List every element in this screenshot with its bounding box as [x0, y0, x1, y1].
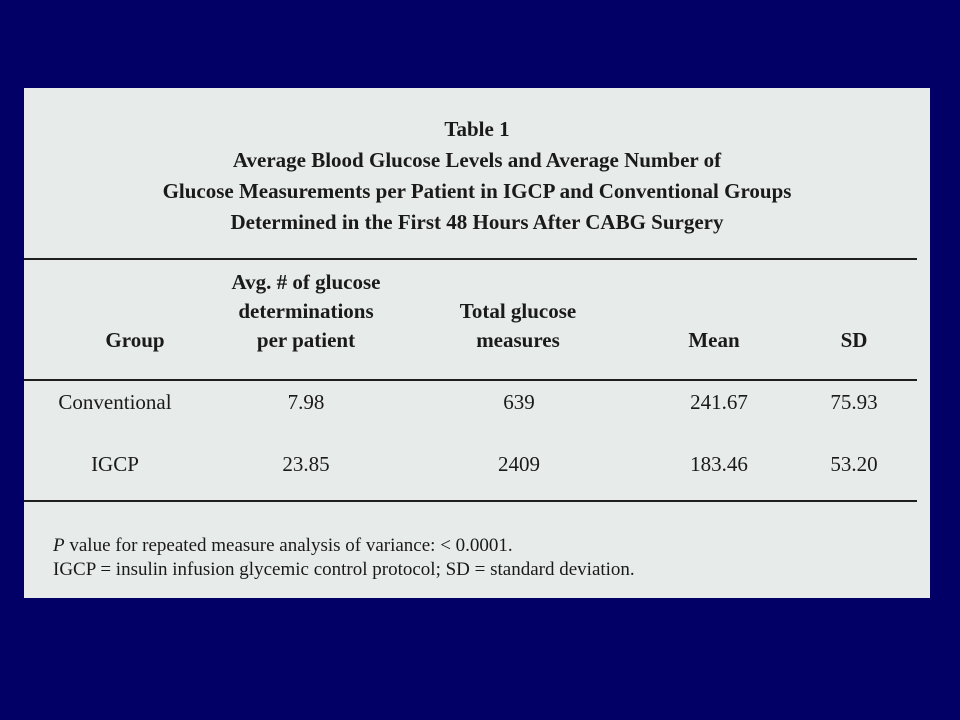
- header-avg-determinations: Avg. # of glucose determinations per pat…: [231, 270, 381, 352]
- table-cell-group: IGCP: [91, 452, 139, 476]
- title-line: Average Blood Glucose Levels and Average…: [232, 148, 722, 172]
- rule-bottom: [24, 500, 917, 502]
- table-cell-total: 2409: [498, 452, 540, 476]
- table-cell-avg: 23.85: [282, 452, 330, 476]
- header-total-measures: Total glucose measures: [459, 299, 577, 352]
- title-line: Glucose Measurements per Patient in IGCP…: [162, 179, 792, 203]
- table-cell-mean: 183.46: [690, 452, 748, 476]
- rule-header: [24, 379, 917, 381]
- table-cell-sd: 53.20: [830, 452, 878, 476]
- title-line: Table 1: [444, 117, 510, 141]
- rule-top: [24, 258, 917, 260]
- header-mean: Mean: [688, 328, 740, 352]
- table-cell-sd: 75.93: [830, 390, 878, 414]
- table-footnotes: P value for repeated measure analysis of…: [53, 534, 635, 582]
- footnote-abbreviations: IGCP = insulin infusion glycemic control…: [53, 559, 635, 580]
- table-cell-mean: 241.67: [690, 390, 748, 414]
- footnote-p-value: P value for repeated measure analysis of…: [53, 535, 513, 556]
- table-cell-total: 639: [503, 390, 535, 414]
- table-title: Table 1 Average Blood Glucose Levels and…: [24, 114, 930, 238]
- table-panel: Table 1 Average Blood Glucose Levels and…: [24, 88, 930, 598]
- title-line: Determined in the First 48 Hours After C…: [230, 210, 724, 234]
- table-cell-avg: 7.98: [287, 390, 325, 414]
- table-cell-group: Conventional: [58, 390, 172, 414]
- header-group: Group: [105, 328, 165, 352]
- header-sd: SD: [840, 328, 868, 352]
